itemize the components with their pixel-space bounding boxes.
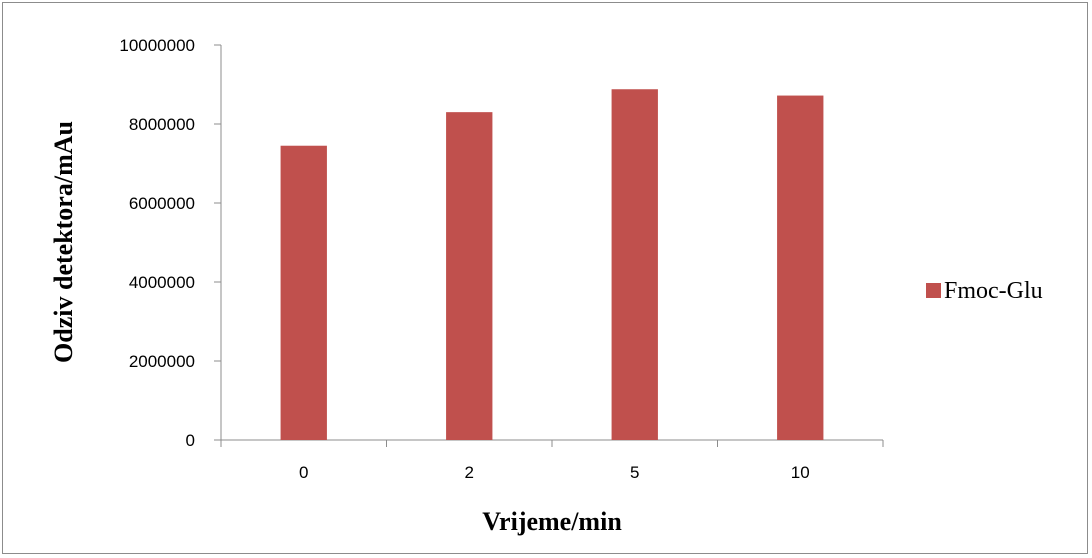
bar xyxy=(777,95,824,440)
x-tick-label: 2 xyxy=(465,463,474,482)
y-axis-title: Odziv detektora/mAu xyxy=(49,121,78,363)
y-tick-label: 0 xyxy=(186,431,195,450)
y-tick-label: 2000000 xyxy=(129,352,195,371)
y-tick-label: 6000000 xyxy=(129,194,195,213)
legend: Fmoc-Glu xyxy=(926,278,1043,304)
legend-swatch xyxy=(926,283,941,298)
x-axis: 0 2 5 10 xyxy=(220,439,884,482)
y-tick-label: 10000000 xyxy=(119,36,195,55)
y-tick-label: 4000000 xyxy=(129,273,195,292)
bar xyxy=(280,145,327,440)
bar xyxy=(446,112,493,441)
x-tick-label: 0 xyxy=(299,463,308,482)
y-axis: 0 2000000 4000000 6000000 8000000 10000000 xyxy=(119,36,222,450)
legend-label: Fmoc-Glu xyxy=(944,278,1043,304)
bars xyxy=(280,89,824,441)
x-tick-label: 5 xyxy=(630,463,639,482)
x-tick-label: 10 xyxy=(791,463,810,482)
bar xyxy=(611,89,658,441)
x-axis-title: Vrijeme/min xyxy=(482,507,622,536)
y-tick-label: 8000000 xyxy=(129,115,195,134)
